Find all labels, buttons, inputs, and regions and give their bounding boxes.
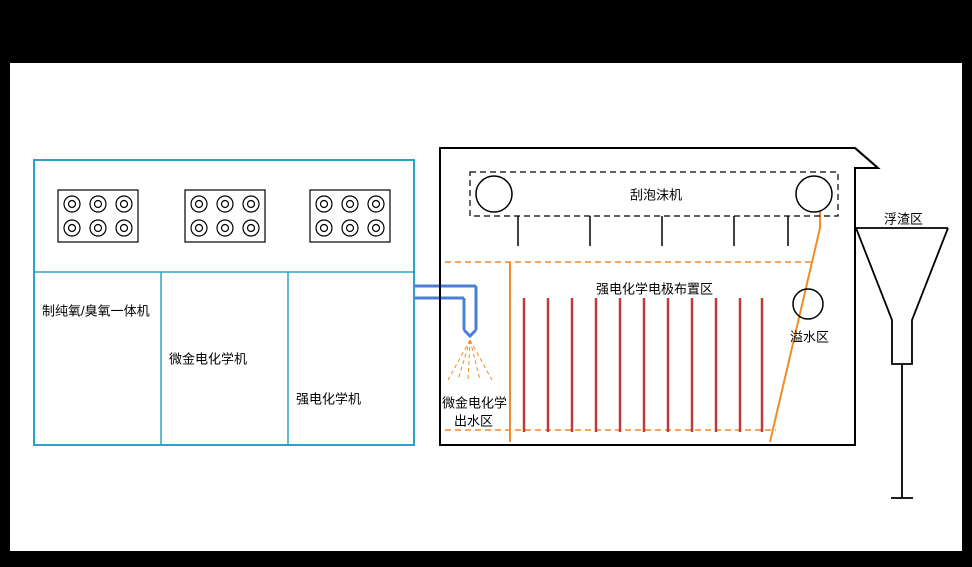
scum-label: 浮渣区 (884, 211, 923, 226)
equipment-label: 强电化学机 (296, 391, 361, 406)
diagram-canvas: 制纯氧/臭氧一体机微金电化学机强电化学机 刮泡沫机浮渣区强电化学电极布置区溢水区微… (0, 0, 972, 562)
skimmer-roller (796, 176, 832, 212)
outer-frame (9, 62, 963, 552)
equipment-label: 微金电化学机 (169, 351, 247, 366)
overflow-label: 溢水区 (790, 329, 829, 344)
electrode-zone-label: 强电化学电极布置区 (596, 281, 713, 296)
equipment-label: 制纯氧/臭氧一体机 (42, 303, 150, 318)
inlet-label: 微金电化学 (442, 395, 507, 410)
diagram-svg: 制纯氧/臭氧一体机微金电化学机强电化学机 刮泡沫机浮渣区强电化学电极布置区溢水区微… (0, 0, 972, 562)
inlet-label: 出水区 (454, 413, 493, 428)
skimmer-roller (476, 176, 512, 212)
skimmer-label: 刮泡沫机 (630, 187, 682, 202)
